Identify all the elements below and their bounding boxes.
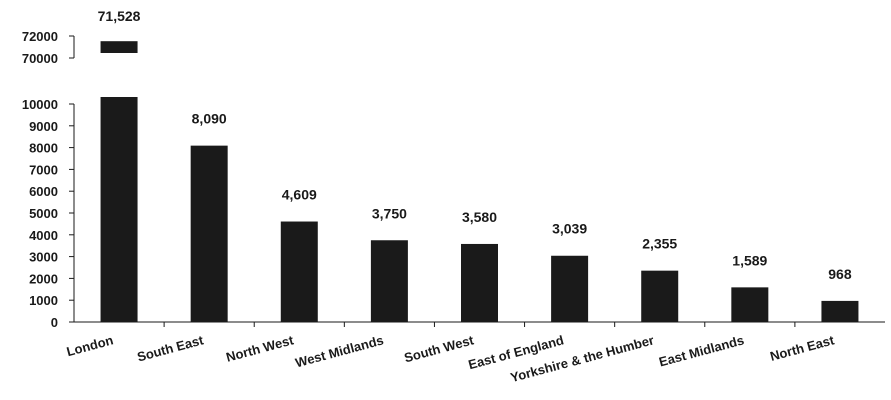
data-label: 4,609 [282, 187, 317, 203]
x-tick-label: South West [403, 332, 476, 365]
bar [731, 287, 769, 322]
bar-upper [100, 41, 138, 53]
y-tick-label: 9000 [29, 119, 58, 134]
y-tick-label: 5000 [29, 206, 58, 221]
data-label: 3,580 [462, 209, 497, 225]
chart-bars [100, 41, 859, 322]
y-tick-label: 8000 [29, 141, 58, 156]
y-tick-label: 4000 [29, 228, 58, 243]
y-tick-label: 10000 [22, 97, 58, 112]
x-tick-label: East Midlands [657, 332, 745, 369]
bar-lower [100, 97, 138, 322]
data-label: 2,355 [642, 236, 677, 252]
bar [370, 240, 408, 322]
data-label: 8,090 [192, 111, 227, 127]
data-label: 1,589 [732, 252, 767, 268]
chart-labels: 0 1000 2000 3000 4000 5000 6000 7000 8000 9000 100… [22, 8, 852, 385]
y-tick-label: 72000 [22, 29, 58, 44]
x-tick-label: South East [135, 332, 205, 364]
bar [641, 270, 679, 322]
x-tick-label: North West [224, 332, 295, 365]
x-tick-label: London [65, 332, 115, 359]
data-label: 71,528 [98, 8, 141, 24]
x-tick-label: North East [768, 332, 836, 364]
bar [551, 255, 589, 322]
data-label: 968 [828, 266, 852, 282]
bar [461, 243, 498, 322]
data-label: 3,750 [372, 205, 407, 221]
y-tick-label: 1000 [29, 293, 58, 308]
data-label: 3,039 [552, 221, 587, 237]
y-tick-label: 70000 [22, 51, 58, 66]
bar [280, 221, 318, 322]
y-tick-label: 6000 [29, 184, 58, 199]
y-tick-label: 0 [51, 315, 58, 330]
bar [821, 300, 859, 322]
x-tick-label: West Midlands [294, 332, 386, 370]
y-tick-label: 2000 [29, 271, 58, 286]
y-tick-label: 7000 [29, 162, 58, 177]
bar [190, 145, 228, 322]
y-tick-label: 3000 [29, 250, 58, 265]
